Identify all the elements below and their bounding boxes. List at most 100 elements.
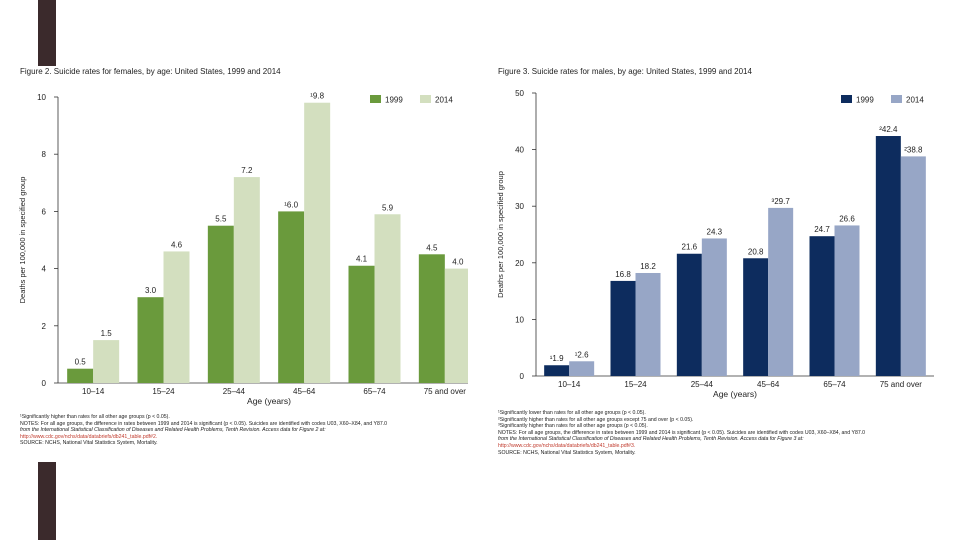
fig3-bar-2014-4 [834, 225, 860, 376]
fig3-data-label: ¹1.9 [550, 354, 564, 363]
fig2-y-tick-label: 0 [42, 379, 47, 388]
fig2-x-tick-label: 65–74 [363, 387, 386, 396]
figure-3-source: SOURCE: NCHS, National Vital Statistics … [498, 449, 636, 456]
fig2-bar-1999-5 [418, 254, 445, 383]
fig3-bar-2014-2 [701, 238, 727, 376]
fig2-data-label: 5.9 [382, 203, 394, 212]
fig2-bar-2014-2 [233, 177, 260, 383]
fig2-data-label: 4.0 [452, 258, 464, 267]
fig2-bar-2014-0 [93, 340, 120, 383]
fig2-bar-2014-4 [374, 214, 401, 383]
fig3-data-label: 18.2 [640, 262, 656, 271]
fig3-data-label: ²38.8 [904, 145, 923, 154]
fig2-data-label: 4.5 [426, 243, 438, 252]
slide-accent-bar-bottom [38, 462, 56, 540]
fig2-legend-swatch-1999 [370, 95, 381, 103]
fig3-y-tick-label: 40 [515, 146, 524, 155]
fig2-bar-2014-5 [444, 268, 468, 383]
fig3-data-label: 24.3 [707, 227, 723, 236]
figure-3-note-1: ¹Significantly lower than rates for all … [498, 410, 646, 416]
fig2-bar-2014-3 [304, 102, 331, 383]
fig3-x-axis-label: Age (years) [713, 389, 757, 399]
figure-3-data-link[interactable]: http://www.cdc.gov/nchs/data/databriefs/… [498, 442, 636, 449]
fig3-bar-1999-4 [809, 236, 835, 376]
fig2-bar-1999-2 [207, 225, 234, 383]
fig3-x-tick-label: 45–64 [757, 380, 780, 389]
fig3-data-label: 20.8 [748, 247, 764, 256]
fig2-bar-1999-0 [67, 368, 94, 383]
fig3-data-label: 16.8 [615, 270, 631, 279]
fig2-y-tick-label: 6 [42, 207, 47, 216]
fig3-data-label: ³29.7 [772, 197, 791, 206]
fig3-data-label: ²42.4 [879, 125, 898, 134]
fig2-y-tick-label: 8 [42, 150, 47, 159]
fig2-x-tick-label: 45–64 [293, 387, 316, 396]
figure-3-note-5: from the International Statistical Class… [498, 436, 804, 443]
fig2-y-axis-label: Deaths per 100,000 in specified group [18, 177, 27, 304]
figure-2-note-3: from the International Statistical Class… [20, 427, 326, 434]
fig3-bar-2014-0 [569, 361, 595, 376]
fig3-data-label: 21.6 [682, 243, 698, 252]
fig3-x-tick-label: 10–14 [558, 380, 581, 389]
fig3-data-label: 26.6 [839, 214, 855, 223]
fig2-x-tick-label: 25–44 [223, 387, 246, 396]
fig3-bar-2014-3 [768, 207, 794, 376]
fig2-data-label: 4.1 [356, 255, 368, 264]
fig3-x-tick-label: 75 and over [880, 380, 923, 389]
figure-2-source: SOURCE: NCHS, National Vital Statistics … [20, 440, 158, 447]
fig2-legend-label-1999: 1999 [385, 96, 403, 105]
fig3-bar-1999-2 [676, 253, 702, 376]
fig3-legend-swatch-2014 [891, 95, 902, 103]
fig2-y-tick-label: 2 [42, 322, 47, 331]
figure-3-note-2: ²Significantly higher than rates for all… [498, 416, 694, 423]
fig2-data-label: 1.5 [101, 329, 113, 338]
fig2-data-label: ¹9.8 [310, 92, 324, 101]
fig3-x-tick-label: 65–74 [823, 380, 846, 389]
fig3-x-tick-label: 15–24 [624, 380, 647, 389]
fig3-bar-1999-3 [743, 258, 769, 376]
figure-3-notes: ¹Significantly lower than rates for all … [498, 410, 865, 456]
fig3-y-axis-label: Deaths per 100,000 in specified group [496, 171, 505, 298]
fig3-bar-1999-5 [875, 136, 901, 376]
fig3-data-label: 24.7 [814, 225, 830, 234]
fig3-bar-2014-5 [900, 156, 926, 376]
fig2-data-label: 5.5 [215, 215, 227, 224]
figure-2-note-2: NOTES: For all age groups, the differenc… [20, 420, 388, 427]
fig2-bar-1999-3 [278, 211, 305, 383]
fig2-x-tick-label: 10–14 [82, 387, 105, 396]
fig2-data-label: 3.0 [145, 286, 157, 295]
slide-accent-bar-top [38, 0, 56, 66]
figure-3-note-4: NOTES: For all age groups, the differenc… [498, 429, 866, 436]
figure-2-notes: ¹Significantly higher than rates for all… [20, 414, 387, 447]
fig3-legend-label-1999: 1999 [856, 96, 874, 105]
fig3-data-label: ¹2.6 [575, 350, 589, 359]
figure-3-chart: 0 10 20 30 40 50 Deaths per 100,000 in specifi… [496, 80, 941, 460]
fig2-data-label: 0.5 [75, 358, 87, 367]
fig3-y-tick-label: 20 [515, 259, 524, 268]
fig2-data-label: 7.2 [241, 166, 253, 175]
fig3-bar-1999-0 [544, 365, 570, 376]
fig2-bar-2014-1 [163, 251, 190, 383]
fig3-bar-2014-1 [635, 272, 661, 376]
figure-2-title: Figure 2. Suicide rates for females, by … [20, 67, 281, 76]
fig2-data-label: ¹6.0 [284, 200, 298, 209]
figure-3-note-3: ³Significantly higher than rates for all… [498, 423, 648, 430]
fig3-x-tick-label: 25–44 [691, 380, 714, 389]
figure-2-data-link[interactable]: http://www.cdc.gov/nchs/data/databriefs/… [20, 433, 158, 440]
fig2-legend-label-2014: 2014 [435, 96, 453, 105]
fig2-data-label: 4.6 [171, 240, 183, 249]
fig3-legend-swatch-1999 [841, 95, 852, 103]
fig2-legend-swatch-2014 [420, 95, 431, 103]
fig3-y-tick-label: 0 [520, 372, 525, 381]
figure-3-title: Figure 3. Suicide rates for males, by ag… [498, 67, 752, 76]
fig3-bar-1999-1 [610, 280, 636, 376]
fig2-y-tick-label: 4 [42, 265, 47, 274]
fig2-y-tick-label: 10 [37, 93, 46, 102]
fig2-bar-1999-4 [348, 265, 375, 383]
fig3-legend-label-2014: 2014 [906, 96, 924, 105]
fig2-x-tick-label: 75 and over [424, 387, 467, 396]
fig3-y-tick-label: 10 [515, 315, 524, 324]
fig2-x-axis-label: Age (years) [247, 396, 291, 406]
figure-2-note-1: ¹Significantly higher than rates for all… [20, 414, 170, 420]
figure-2-chart: 0 2 4 6 8 10 Deaths per 100,000 in specified g… [18, 80, 468, 452]
